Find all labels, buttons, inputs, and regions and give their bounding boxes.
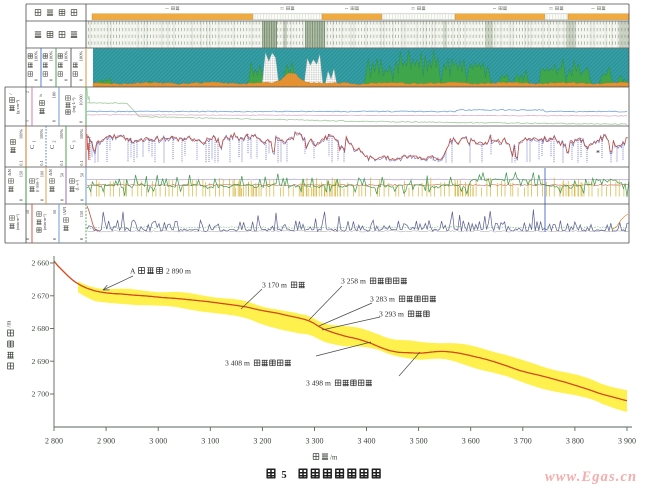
svg-text:3 408 m: 3 408 m [225,359,250,368]
svg-text:A: A [130,267,136,276]
svg-text:50: 50 [52,209,57,214]
svg-text:0.1: 0.1 [19,160,24,166]
svg-text:2 690: 2 690 [31,357,49,366]
svg-text:/: / [8,93,13,95]
svg-text:3 500: 3 500 [410,437,428,446]
svg-text:5: 5 [281,470,286,481]
svg-text:100%: 100% [79,50,84,61]
svg-text:3 600: 3 600 [462,437,480,446]
svg-text:50: 50 [80,172,85,177]
svg-text:0: 0 [60,198,65,201]
svg-text:(g·cm-³): (g·cm-³) [15,99,20,114]
svg-text:/API: /API [62,206,67,215]
svg-text:3: 3 [72,141,77,143]
svg-text:0: 0 [79,120,84,123]
svg-text:C: C [29,145,36,149]
svg-text:/kN: /kN [48,168,53,175]
svg-text:2 890 m: 2 890 m [166,267,191,276]
svg-text:100%: 100% [59,129,64,140]
svg-text:0: 0 [40,198,45,201]
svg-text:3 100: 3 100 [201,437,219,446]
svg-text:II: II [411,6,416,9]
svg-text:/m: /m [330,454,338,462]
svg-text:150: 150 [79,210,84,217]
svg-text:0.1: 0.1 [79,160,84,166]
svg-text:II: II [280,6,285,9]
svg-text:(min·m-¹): (min·m-¹) [15,213,20,230]
svg-text:0: 0 [80,198,85,201]
svg-text:I: I [591,7,596,9]
svg-text:/kN: /kN [7,168,12,175]
svg-text:0: 0 [25,237,30,240]
svg-text:3 200: 3 200 [253,437,271,446]
svg-text:50: 50 [60,172,65,177]
svg-text:3 400: 3 400 [358,437,376,446]
svg-text:0: 0 [52,237,57,240]
svg-text:*: * [596,149,600,158]
svg-text:0.1: 0.1 [59,160,64,166]
svg-text:1: 1 [32,141,37,143]
svg-text:www.Egas.cn: www.Egas.cn [545,469,637,485]
svg-text:II: II [549,6,554,9]
svg-text:3 258 m: 3 258 m [341,277,366,286]
svg-text:3 283 m: 3 283 m [370,295,395,304]
svg-text:I: I [492,7,497,9]
svg-text:0: 0 [49,78,54,81]
svg-text:100%: 100% [49,50,54,61]
svg-text:0: 0 [52,119,57,122]
svg-text:(L·s-¹): (L·s-¹) [75,179,80,190]
svg-text:0: 0 [79,237,84,240]
svg-text:/m: /m [6,321,13,328]
svg-text:2 680: 2 680 [31,324,49,333]
svg-text:100%: 100% [64,50,69,61]
svg-text:3 000: 3 000 [149,437,167,446]
svg-text:100%: 100% [39,129,44,140]
svg-text:100%: 100% [19,129,24,140]
svg-text:2 670: 2 670 [31,291,49,300]
svg-text:50: 50 [25,209,30,214]
svg-text:(r·min-¹): (r·min-¹) [35,177,40,192]
svg-text:3 293 m: 3 293 m [379,310,404,319]
svg-text:(mg·L-¹): (mg·L-¹) [71,97,76,112]
svg-text:1: 1 [25,119,30,122]
svg-text:0: 0 [79,78,84,81]
svg-text:(min·m-¹): (min·m-¹) [42,213,47,230]
svg-text:3 800: 3 800 [566,437,584,446]
svg-text:0: 0 [19,198,24,201]
svg-text:100: 100 [52,91,57,99]
svg-text:10 000: 10 000 [79,95,84,106]
svg-text:2 700: 2 700 [31,390,49,399]
svg-text:I: I [344,7,349,9]
svg-text:3 900: 3 900 [618,437,636,446]
svg-text:2 800: 2 800 [45,437,63,446]
svg-text:150: 150 [19,170,24,177]
svg-text:100%: 100% [79,129,84,140]
svg-text:100: 100 [40,170,45,177]
svg-text:2 900: 2 900 [97,437,115,446]
svg-text:I: I [165,7,170,9]
svg-text:C: C [69,145,76,149]
svg-text:3 170 m: 3 170 m [262,281,287,290]
svg-text:2 660: 2 660 [31,259,49,268]
svg-text:3 498 m: 3 498 m [306,379,331,388]
svg-text:3 300: 3 300 [306,437,324,446]
svg-text:100%: 100% [34,50,39,61]
svg-text:2: 2 [52,141,57,143]
svg-text:0.1: 0.1 [39,160,44,166]
svg-text:0: 0 [34,78,39,81]
svg-text:0: 0 [64,78,69,81]
svg-text:C: C [49,145,56,149]
svg-text:/s: /s [38,94,43,97]
svg-text:3 700: 3 700 [514,437,532,446]
svg-text:2: 2 [25,90,30,93]
